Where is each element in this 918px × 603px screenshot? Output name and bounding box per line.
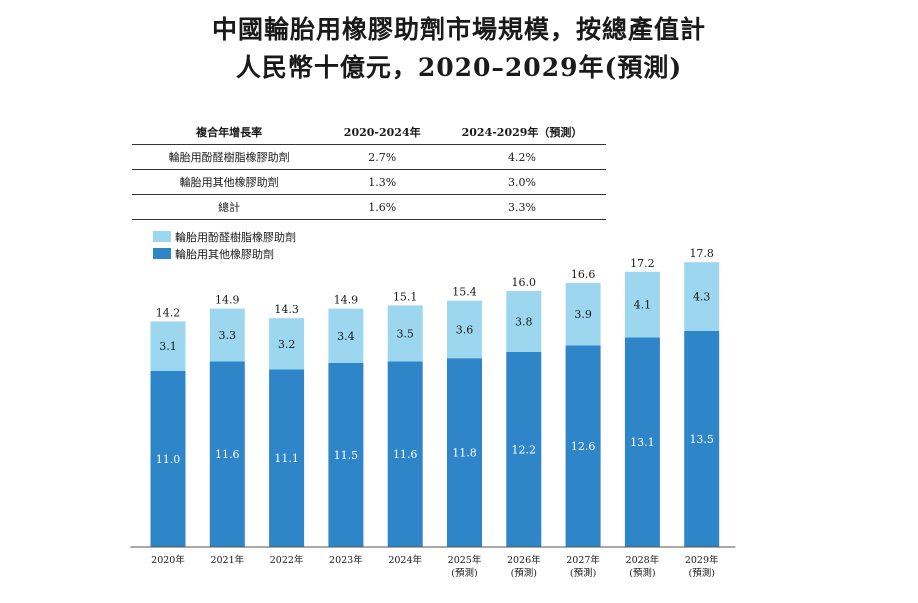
- chart-title-line1: 中國輪胎用橡膠助劑市場規模，按總產值計: [211, 15, 706, 44]
- bar-segment-phenolic: [624, 271, 660, 338]
- x-tick-label: (預測): [451, 567, 477, 579]
- data-label-total: 14.3: [274, 303, 299, 316]
- data-label-other: 12.6: [571, 440, 596, 453]
- bar-segment-phenolic: [565, 283, 601, 346]
- bar-segment-phenolic: [387, 305, 423, 362]
- cagr-row-label: 總計: [132, 194, 327, 220]
- bar-segment-phenolic: [684, 262, 720, 331]
- data-label-total: 15.1: [393, 290, 418, 303]
- data-label-other: 11.6: [393, 448, 418, 461]
- bar-segment-phenolic: [150, 321, 186, 371]
- x-tick-label: 2026年: [507, 554, 541, 566]
- legend-swatch-other: [153, 248, 171, 259]
- cagr-row-value: 1.3%: [326, 169, 439, 195]
- cagr-row-label: 輪胎用酚醛樹脂橡膠助劑: [132, 144, 327, 170]
- cagr-row-label: 輪胎用其他橡膠助劑: [132, 169, 327, 195]
- data-label-total: 17.8: [689, 247, 714, 260]
- data-label-total: 16.6: [571, 268, 596, 281]
- legend-item-other: 輪胎用其他橡膠助劑: [153, 246, 274, 262]
- data-label-phenolic: 4.1: [634, 299, 652, 312]
- data-label-phenolic: 4.3: [693, 291, 711, 304]
- bar-segment-other: [506, 351, 542, 547]
- x-tick-label: 2029年: [685, 554, 719, 566]
- data-label-other: 13.5: [689, 433, 714, 446]
- x-tick-label: (預測): [629, 567, 655, 579]
- cagr-row-value: 4.2%: [438, 144, 606, 170]
- cagr-row-value: 3.0%: [438, 169, 606, 195]
- x-tick-label: 2023年: [329, 554, 363, 566]
- x-tick-label: 2027年: [566, 554, 600, 566]
- table-row: 輪胎用酚醛樹脂橡膠助劑 2.7% 4.2%: [132, 144, 606, 170]
- data-label-other: 11.5: [334, 449, 359, 462]
- x-tick-label: (預測): [688, 567, 714, 579]
- bar-segment-other: [150, 371, 186, 547]
- x-tick-label: 2020年: [151, 554, 185, 566]
- data-label-total: 14.9: [215, 294, 240, 307]
- data-label-total: 17.2: [630, 257, 655, 270]
- cagr-row-value: 2.7%: [326, 144, 439, 170]
- cagr-row-value: 3.3%: [438, 194, 606, 220]
- bar-segment-other: [684, 331, 720, 547]
- data-label-phenolic: 3.5: [396, 327, 414, 340]
- data-label-total: 14.2: [156, 306, 181, 319]
- data-label-other: 13.1: [630, 436, 655, 449]
- bar-segment-other: [387, 361, 423, 547]
- data-label-other: 11.6: [215, 448, 240, 461]
- x-tick-label: 2021年: [210, 554, 244, 566]
- bar-segment-other: [624, 337, 660, 547]
- bar-segment-other: [209, 361, 245, 547]
- data-label-phenolic: 3.2: [278, 338, 296, 351]
- x-tick-label: (預測): [570, 567, 596, 579]
- data-label-other: 11.1: [274, 452, 299, 465]
- legend-label-phenolic: 輪胎用酚醛樹脂橡膠助劑: [175, 231, 296, 244]
- x-tick-label: 2022年: [270, 554, 304, 566]
- cagr-table: 複合年增長率 2020-2024年 2024-2029年（預測） 輪胎用酚醛樹脂…: [132, 121, 606, 220]
- bar-segment-other: [447, 358, 482, 547]
- bar-segment-other: [328, 363, 364, 547]
- bar-segment-other: [565, 345, 601, 547]
- data-label-phenolic: 3.6: [456, 323, 474, 336]
- cagr-header-period2: 2024-2029年（預測）: [438, 121, 606, 145]
- data-label-phenolic: 3.1: [159, 340, 177, 353]
- legend-item-phenolic: 輪胎用酚醛樹脂橡膠助劑: [153, 229, 296, 245]
- legend-label-other: 輪胎用其他橡膠助劑: [175, 248, 274, 261]
- data-label-other: 11.8: [452, 447, 477, 460]
- x-tick-label: 2025年: [448, 554, 482, 566]
- cagr-header-label: 複合年增長率: [132, 121, 327, 145]
- data-label-total: 14.9: [334, 294, 359, 307]
- table-row: 輪胎用其他橡膠助劑 1.3% 3.0%: [132, 169, 606, 195]
- chart-title-line2: 人民幣十億元，2020–2029年(預測): [235, 53, 683, 82]
- data-label-phenolic: 3.8: [515, 315, 533, 328]
- legend-swatch-phenolic: [153, 231, 171, 242]
- data-label-other: 11.0: [156, 453, 181, 466]
- bar-segment-phenolic: [269, 318, 305, 370]
- cagr-header-period1: 2020-2024年: [326, 121, 439, 145]
- bar-segment-phenolic: [506, 291, 542, 352]
- bar-segment-phenolic: [328, 308, 364, 363]
- x-tick-label: 2024年: [388, 554, 422, 566]
- cagr-row-value: 1.6%: [326, 194, 439, 220]
- x-tick-label: 2028年: [626, 554, 660, 566]
- bar-segment-phenolic: [447, 300, 482, 359]
- data-label-other: 12.2: [512, 443, 537, 456]
- data-label-phenolic: 3.9: [574, 308, 592, 321]
- data-label-phenolic: 3.3: [219, 329, 237, 342]
- table-row: 總計 1.6% 3.3%: [132, 194, 606, 220]
- bar-segment-phenolic: [209, 308, 245, 362]
- data-label-phenolic: 3.4: [337, 330, 355, 343]
- x-tick-label: (預測): [511, 567, 537, 579]
- cagr-table-header-row: 複合年增長率 2020-2024年 2024-2029年（預測）: [132, 121, 606, 145]
- bar-segment-other: [269, 369, 305, 547]
- data-label-total: 15.4: [452, 286, 477, 299]
- data-label-total: 16.0: [512, 276, 537, 289]
